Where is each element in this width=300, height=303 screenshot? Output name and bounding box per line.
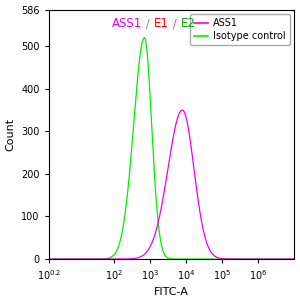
Text: E2: E2 xyxy=(180,17,195,30)
Text: /: / xyxy=(142,17,154,30)
X-axis label: FITC-A: FITC-A xyxy=(154,288,189,298)
Text: ASS1: ASS1 xyxy=(112,17,142,30)
Text: E1: E1 xyxy=(154,17,169,30)
Text: /: / xyxy=(169,17,180,30)
Legend: ASS1, Isotype control: ASS1, Isotype control xyxy=(190,15,290,45)
Y-axis label: Count: Count xyxy=(6,118,16,151)
